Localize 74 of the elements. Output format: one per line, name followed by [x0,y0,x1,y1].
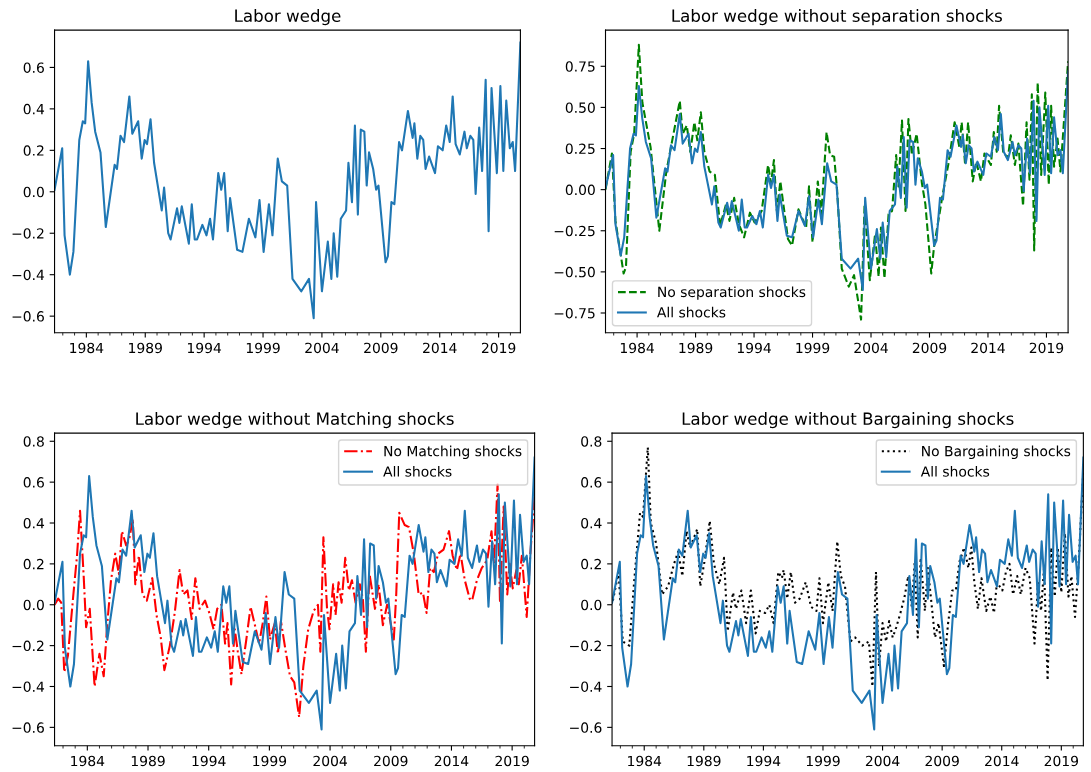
x-tick-label: 2004 [305,342,339,354]
y-tick-label: 0.8 [581,436,602,447]
y-tick-label: 0.2 [23,558,44,570]
y-tick-label: 0.2 [23,145,44,156]
x-tick-label: 2019 [495,755,529,767]
y-tick-label: 0.8 [23,436,44,447]
x-tick-label: 1994 [192,755,226,767]
x-tick-label: 1989 [129,342,162,354]
x-tick-label: 1984 [71,755,105,767]
y-tick-label: −0.75 [554,307,595,319]
y-tick-label: −0.4 [12,681,45,692]
legend-label: All shocks [920,465,990,477]
x-tick-label: 2014 [434,755,469,767]
y-tick-label: 0.4 [581,517,602,529]
y-tick-label: −0.25 [554,225,595,237]
x-tick-label: 1989 [687,755,721,767]
y-tick-label: 0.6 [23,477,44,488]
x-tick-label: 1984 [620,342,654,354]
line-series [54,41,521,320]
x-tick-label: 2014 [985,755,1019,767]
chart-title: Labor wedge without Bargaining shocks [682,412,1014,429]
y-tick-label: −0.6 [570,722,602,733]
y-tick-label: 0.75 [565,61,595,72]
x-tick-label: 1999 [806,755,840,767]
legend-label: No Matching shocks [384,445,522,460]
x-tick-label: 2009 [374,755,408,767]
y-tick-label: 0.50 [565,102,595,113]
x-tick-label: 1984 [70,342,104,354]
legend-label: All shocks [383,465,452,477]
x-tick-label: 2009 [912,342,947,354]
y-tick-label: 0.0 [581,599,602,611]
x-tick-label: 1989 [131,755,165,767]
y-tick-label: 0.00 [565,184,595,196]
x-tick-label: 1999 [246,342,280,354]
y-tick-label: 0.2 [581,558,601,570]
y-tick-label: −0.2 [12,640,44,652]
x-tick-label: 1994 [747,755,781,767]
x-tick-label: 1999 [796,342,830,354]
y-tick-label: 0.4 [23,103,45,115]
y-tick-label: 0.25 [565,143,595,154]
y-tick-label: −0.6 [12,722,44,733]
y-tick-label: 0.6 [581,477,602,488]
x-tick-label: 2019 [1044,755,1079,767]
x-tick-label: 2014 [423,342,457,354]
y-tick-label: −0.4 [12,269,45,281]
x-tick-label: 2004 [865,755,900,767]
x-tick-label: 1999 [253,755,287,767]
y-tick-label: 0.0 [23,186,44,198]
y-tick-label: −0.4 [570,681,602,692]
y-tick-label: −0.2 [570,640,601,652]
y-tick-label: 0.4 [23,517,45,529]
x-tick-label: 2004 [854,342,888,354]
line-series [605,43,1069,321]
chart-title: Labor wedge [235,9,341,26]
y-tick-label: 0.6 [23,62,44,73]
chart-title: Labor wedge without Matching shocks [136,412,454,429]
x-tick-label: 1994 [737,342,771,354]
x-tick-label: 2019 [481,342,516,354]
x-tick-label: 2004 [313,755,347,767]
y-tick-label: −0.50 [554,266,595,278]
chart-title: Labor wedge without separation shocks [672,9,1002,26]
y-tick-label: −0.2 [12,228,44,239]
x-tick-label: 2009 [925,755,959,767]
legend-label: No Bargaining shocks [922,445,1071,460]
y-tick-label: 0.0 [23,599,44,611]
legend-label: No separation shocks [658,286,806,300]
x-tick-label: 2009 [364,342,398,354]
x-tick-label: 2019 [1029,342,1064,354]
x-tick-label: 1984 [628,755,662,767]
legend-label: All shocks [657,306,726,318]
x-tick-label: 2014 [971,342,1005,354]
y-tick-label: −0.6 [12,311,44,322]
x-tick-label: 1989 [679,342,713,354]
x-tick-label: 1994 [187,342,222,354]
